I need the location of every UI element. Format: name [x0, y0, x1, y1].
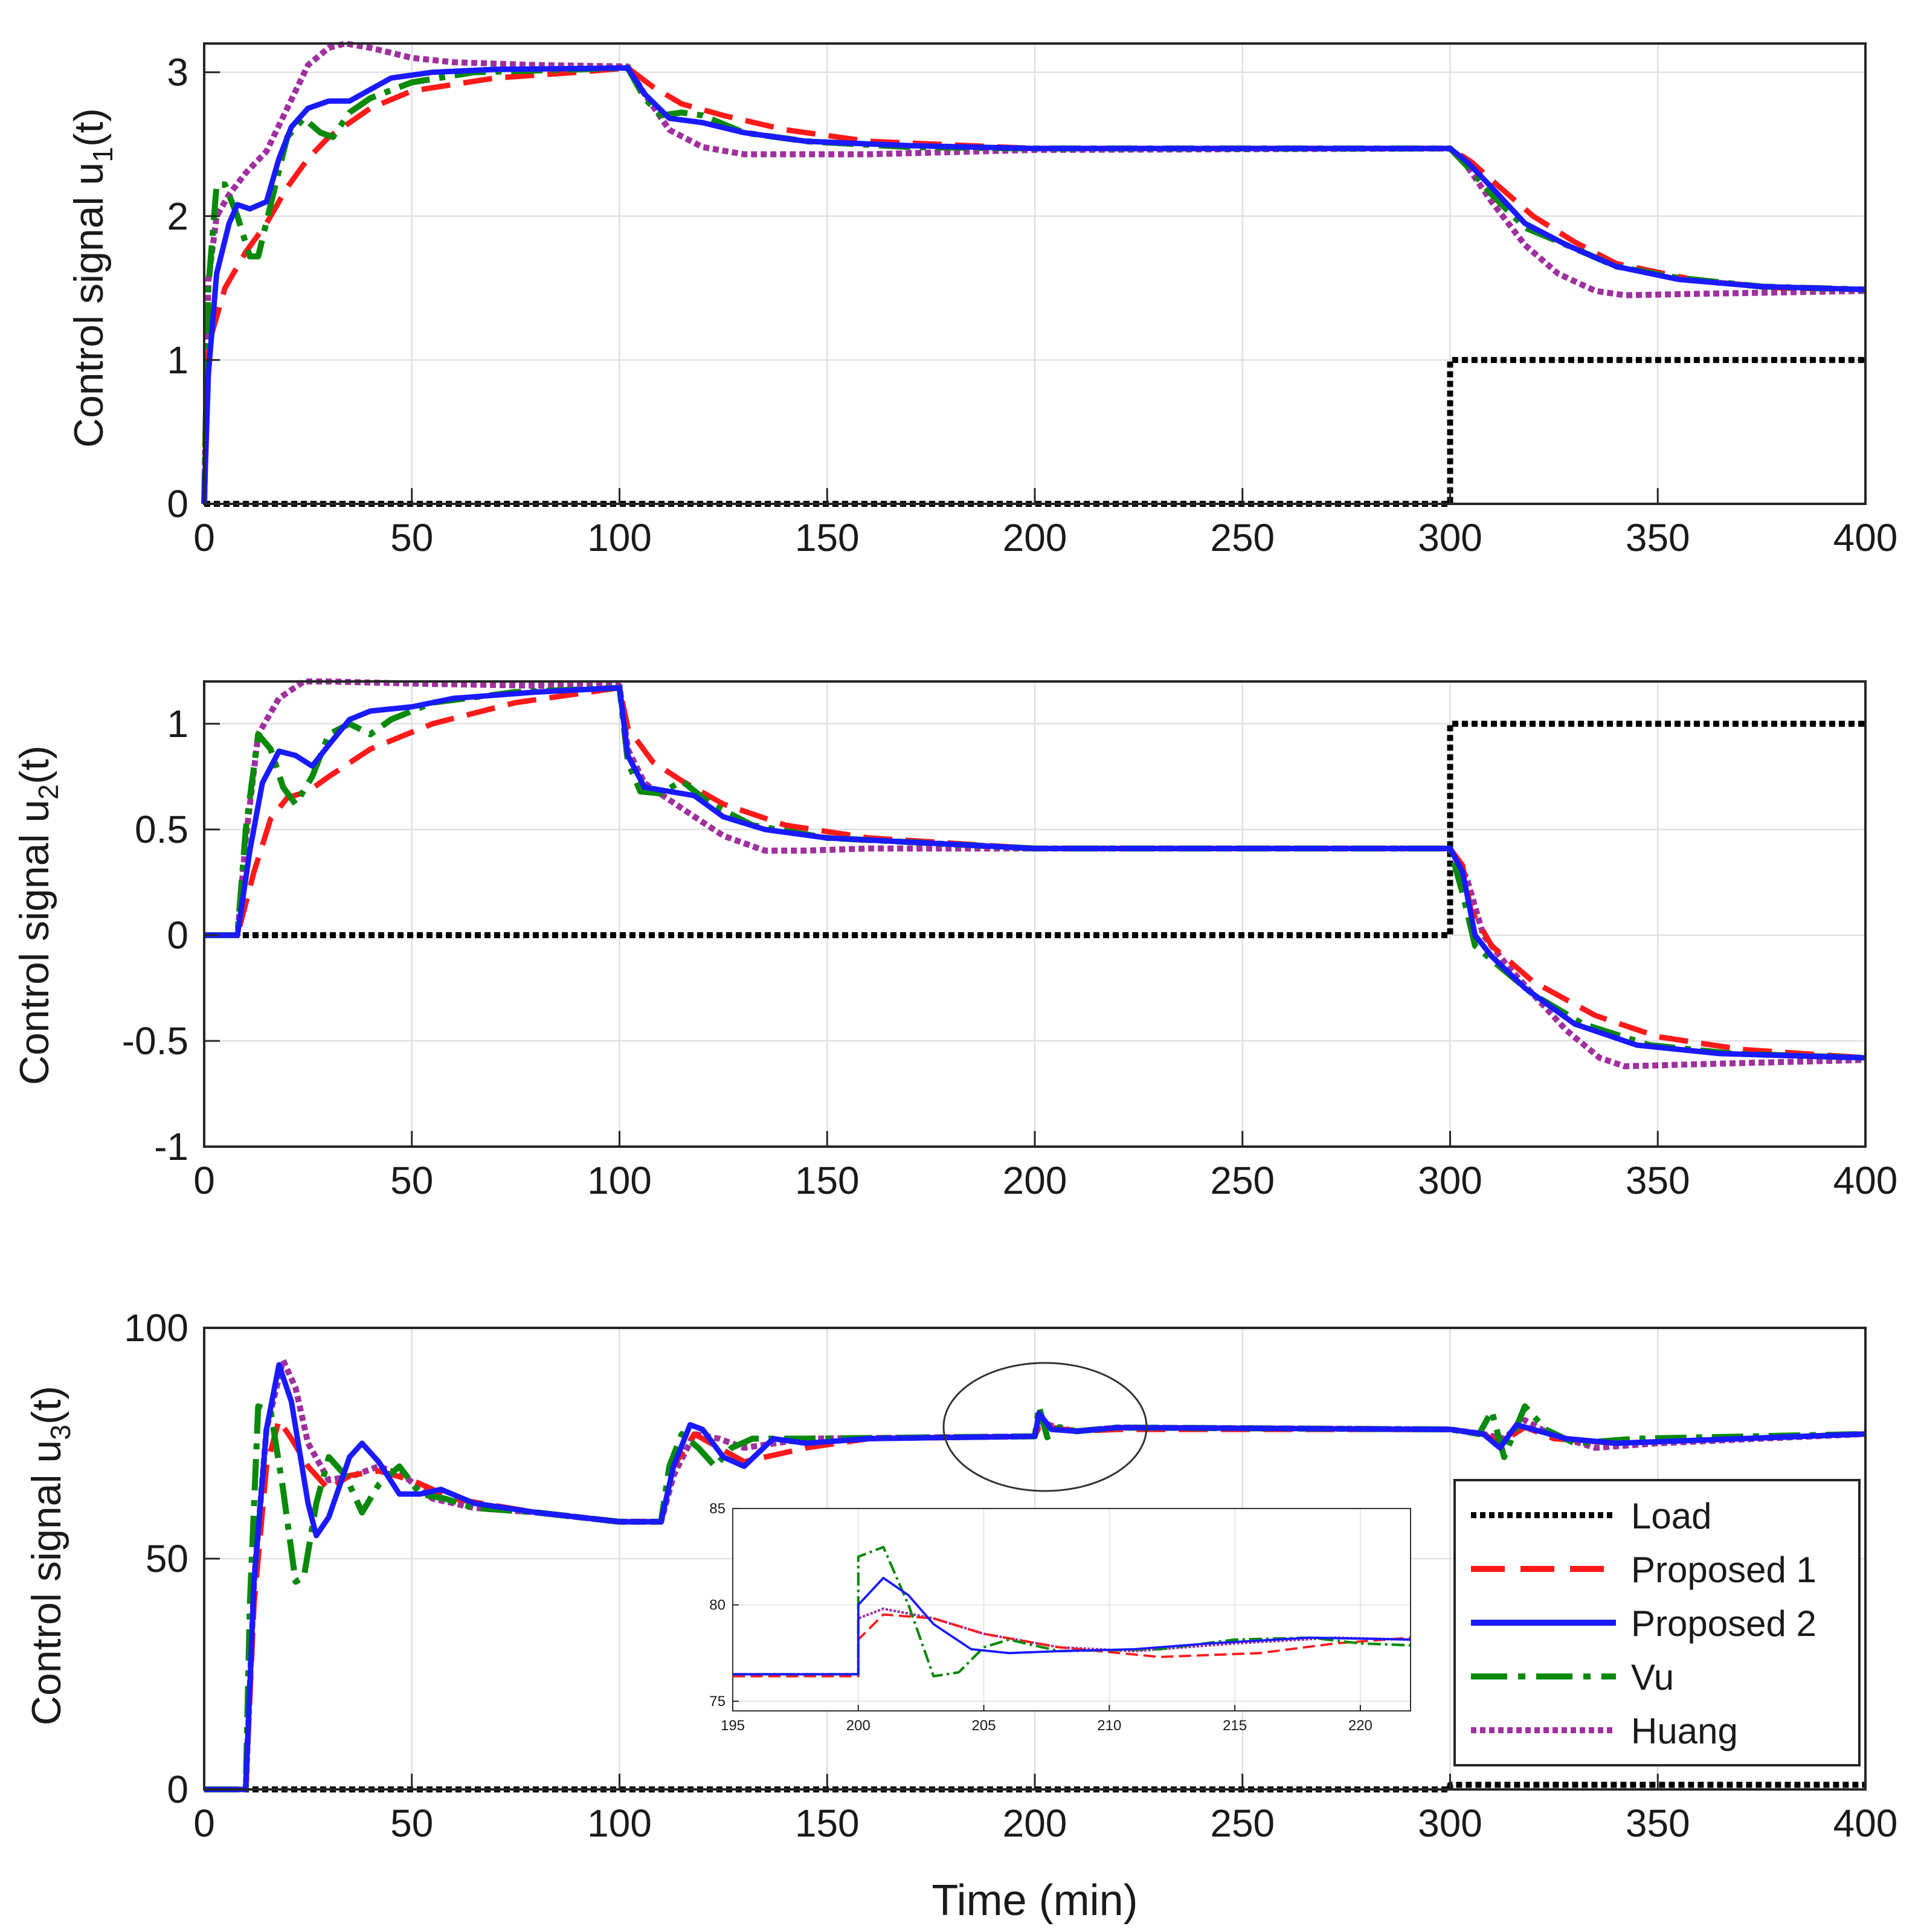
chart-u2-series-vu [204, 684, 1866, 1061]
chart-u2-xtick-label-100: 100 [587, 1159, 652, 1202]
legend-label-proposed-2: Proposed 2 [1631, 1603, 1816, 1644]
legend-label-vu: Vu [1631, 1657, 1674, 1698]
chart-u3-xtick-label-250: 250 [1210, 1802, 1275, 1845]
chart-u3-series-proposed-2 [204, 1362, 1866, 1792]
chart-u2-xtick-label-300: 300 [1418, 1159, 1482, 1202]
chart-u2-series-proposed-2 [204, 685, 1866, 1061]
inset-background [733, 1509, 1411, 1711]
chart-u2-xtick-label-350: 350 [1626, 1159, 1690, 1202]
chart-u2-xtick-label-250: 250 [1210, 1159, 1275, 1202]
chart-u2-ytick-label-0.5: 0.5 [135, 808, 188, 851]
legend-entry-proposed-2: Proposed 2 [1471, 1603, 1816, 1644]
chart-u1-ytick-label-0: 0 [167, 482, 188, 526]
ticks-u1: 0 50 100 150 200 250 300 350 400 0 1 2 3 [167, 51, 1897, 559]
chart-u1-xtick-label-250: 250 [1210, 516, 1275, 559]
chart-u1-ytick-label-3: 3 [167, 51, 188, 94]
legend-label-load: Load [1631, 1496, 1711, 1536]
inset-ticks: 195 200 205 210 215 220 75 80 85 [709, 1501, 1372, 1734]
inset-series-proposed-2 [733, 1577, 1411, 1676]
chart-u2-series-load [204, 721, 1865, 938]
ticks-u3: 0 50 100 150 200 250 300 350 400 0 50 100 [124, 1306, 1897, 1845]
inset-xtick-label-210: 210 [1097, 1718, 1121, 1734]
chart-u1-xtick-label-150: 150 [795, 516, 860, 559]
inset-series-layer [733, 1545, 1411, 1678]
chart-u3-series-vu [204, 1403, 1866, 1792]
chart-u2-xtick-label-150: 150 [795, 1159, 860, 1202]
inset-frame [732, 1508, 1411, 1711]
chart-u2-ytick-label--1: -1 [154, 1125, 188, 1168]
chart-u3-xtick-label-150: 150 [795, 1802, 860, 1845]
legend-entry-load: Load [1471, 1496, 1711, 1536]
inset-ytick-label-75: 75 [709, 1693, 726, 1710]
inset-zoom-chart: 195 200 205 210 215 220 75 80 85 [709, 1501, 1411, 1734]
chart-u3-ytick-label-100: 100 [124, 1306, 188, 1350]
chart-u2-ytick-label--0.5: -0.5 [122, 1019, 188, 1063]
chart-u1-xtick-label-0: 0 [193, 516, 215, 559]
inset-xtick-label-215: 215 [1223, 1718, 1247, 1734]
chart-u3-xtick-label-50: 50 [390, 1802, 433, 1845]
chart-u2-series-huang [204, 678, 1866, 1069]
chart-u1-xtick-label-300: 300 [1418, 516, 1482, 559]
inset-ytick-label-85: 85 [709, 1501, 726, 1517]
ylabel-u3: Control signal u3(t) [24, 1386, 76, 1725]
chart-u3-ytick-label-50: 50 [146, 1537, 188, 1580]
chart-u1-series-proposed-1 [201, 65, 1866, 504]
legend-entry-proposed-1: Proposed 1 [1471, 1550, 1816, 1590]
chart-u1-xtick-label-400: 400 [1833, 516, 1898, 559]
inset-xtick-label-205: 205 [972, 1718, 996, 1734]
inset-xtick-label-200: 200 [846, 1718, 870, 1734]
chart-u3-xtick-label-100: 100 [587, 1802, 652, 1845]
xlabel-time: Time (min) [932, 1876, 1137, 1925]
chart-u2-ytick-label-0: 0 [167, 913, 188, 957]
chart-u3-xtick-label-400: 400 [1833, 1802, 1898, 1845]
chart-u2-series-proposed-1 [204, 685, 1866, 1061]
chart-u2-xtick-label-400: 400 [1833, 1159, 1898, 1202]
chart-u1-xtick-label-200: 200 [1003, 516, 1067, 559]
inset-xtick-label-195: 195 [721, 1718, 745, 1734]
chart-u1-ytick-label-2: 2 [167, 195, 188, 238]
chart-u3-xtick-label-200: 200 [1003, 1802, 1067, 1845]
inset-xtick-label-220: 220 [1348, 1718, 1372, 1734]
chart-u3-xtick-label-300: 300 [1418, 1802, 1482, 1845]
ylabel-u1: Control signal u1(t) [66, 108, 118, 448]
legend: Load Proposed 1 Proposed 2 Vu Huang [1453, 1479, 1861, 1766]
chart-u1-xtick-label-350: 350 [1626, 516, 1690, 559]
chart-u2-xtick-label-50: 50 [390, 1159, 433, 1202]
legend-label-huang: Huang [1631, 1711, 1738, 1751]
chart-u3-xtick-label-350: 350 [1626, 1802, 1690, 1845]
chart-u1-xtick-label-50: 50 [390, 516, 433, 559]
chart-u3-xtick-label-0: 0 [193, 1802, 215, 1845]
zoom-ellipse [942, 1362, 1148, 1492]
chart-u1: 0 50 100 150 200 250 300 350 400 0 1 2 3 Control sig… [66, 40, 1897, 559]
inset-ytick-label-80: 80 [709, 1597, 726, 1614]
legend-entry-huang: Huang [1471, 1711, 1738, 1751]
chart-u3-ytick-label-0: 0 [167, 1768, 188, 1811]
chart-u2-ytick-label-1: 1 [167, 702, 188, 745]
chart-u2-xtick-label-0: 0 [193, 1159, 215, 1202]
ylabel-u2: Control signal u2(t) [11, 745, 64, 1085]
chart-u1-xtick-label-100: 100 [587, 516, 652, 559]
chart-u3: 0 50 100 150 200 250 300 350 400 0 50 100 Control s… [24, 1306, 1897, 1925]
series-layer-u2 [204, 678, 1866, 1069]
chart-u2: 0 50 100 150 200 250 300 350 400 -1 -0.5 0 0.5 1 Cont… [11, 678, 1898, 1202]
chart-u2-xtick-label-200: 200 [1003, 1159, 1067, 1202]
chart-u1-series-proposed-2 [201, 65, 1866, 504]
ticks-u2: 0 50 100 150 200 250 300 350 400 -1 -0.5 0 0.5 1 [122, 702, 1898, 1202]
legend-entry-vu: Vu [1471, 1657, 1674, 1698]
legend-label-proposed-1: Proposed 1 [1631, 1550, 1816, 1590]
chart-u1-ytick-label-1: 1 [167, 338, 188, 382]
